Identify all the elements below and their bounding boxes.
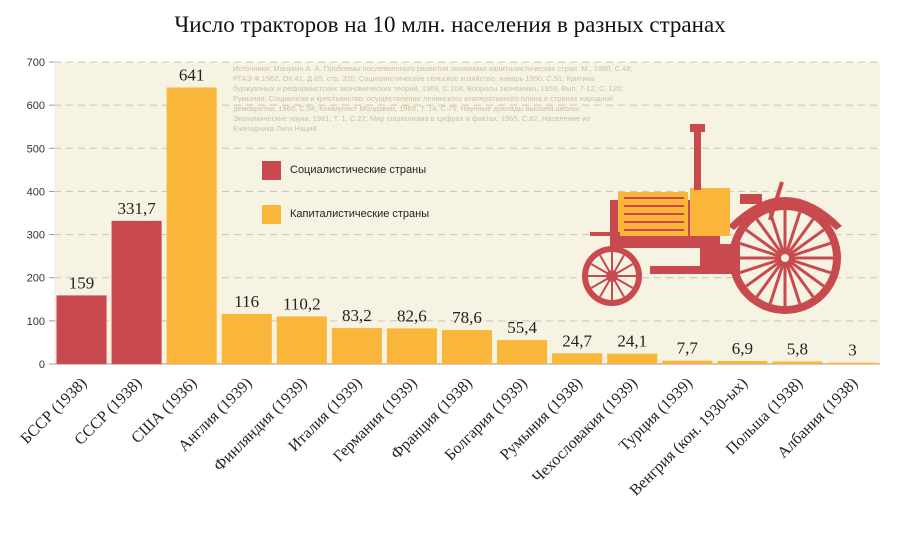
bar (497, 340, 548, 364)
bar (221, 313, 272, 364)
bar-value-label: 83,2 (342, 306, 372, 325)
tractor-illustration (582, 124, 842, 314)
bar-value-label: 641 (179, 65, 205, 84)
bar-value-label: 3 (848, 341, 857, 360)
legend-label-capitalist: Капиталистические страны (290, 208, 430, 220)
source-note: Источники: Манукин А. А. Проблемы послев… (233, 64, 633, 133)
bar-value-label: 7,7 (677, 339, 699, 358)
bar (166, 87, 217, 364)
y-tick-label: 200 (27, 273, 45, 285)
legend-label-socialist: Социалистические страны (290, 164, 427, 176)
bar (276, 316, 327, 364)
y-tick-label: 500 (27, 143, 45, 155)
bar-group: 78,6 (441, 308, 493, 364)
legend: Социалистические страны Капиталистически… (262, 160, 429, 248)
legend-item-socialist: Социалистические страны (262, 160, 429, 180)
bar-value-label: 24,7 (562, 331, 592, 350)
bar-value-label: 110,2 (283, 294, 321, 313)
y-tick-label: 100 (27, 316, 45, 328)
bar-group: 331,7 (111, 199, 162, 364)
bar (111, 220, 162, 364)
bar-group: 83,2 (331, 306, 382, 364)
y-tick-label: 0 (39, 359, 45, 371)
bar (441, 330, 493, 364)
bars: 159 331,7 641 116 110,2 83,2 82,6 78,6 55,4 24,7 2… (56, 65, 878, 365)
bar (717, 361, 768, 364)
bar-group: 55,4 (497, 318, 548, 364)
bar-group: 6,9 (717, 339, 768, 364)
bar (827, 362, 878, 365)
bar (662, 360, 713, 364)
bar-value-label: 331,7 (117, 199, 156, 218)
bar (607, 353, 658, 364)
bar-group: 7,7 (662, 339, 713, 364)
y-tick-label: 600 (27, 100, 45, 112)
bar-value-label: 5,8 (787, 339, 808, 358)
bar-value-label: 116 (234, 292, 259, 311)
bar-group: 3 (827, 341, 878, 365)
chart-title: Число тракторов на 10 млн. населения в р… (174, 12, 726, 37)
bar-value-label: 55,4 (507, 318, 537, 337)
bar (386, 328, 437, 364)
bar-group: 5,8 (772, 339, 823, 364)
bar-group: 82,6 (386, 306, 437, 364)
bar (772, 361, 823, 364)
bar (552, 353, 603, 364)
bar-group: 24,7 (552, 331, 603, 364)
bar-value-label: 82,6 (397, 306, 427, 325)
x-axis-labels: БССР (1938)СССР (1938)США (1936)Англия (… (18, 375, 862, 500)
bar-value-label: 78,6 (452, 308, 482, 327)
category-label: Финляндия (1939) (211, 375, 311, 475)
bar-group: 116 (221, 292, 272, 364)
y-tick-label: 300 (27, 230, 45, 242)
bar (56, 295, 107, 364)
bar-group: 24,1 (607, 332, 658, 364)
bar-group: 641 (166, 65, 217, 364)
category-label: Чехословакия (1939) (529, 375, 641, 487)
bar (331, 328, 382, 364)
y-tick-label: 700 (27, 57, 45, 69)
bar-group: 159 (56, 273, 107, 364)
bar-value-label: 24,1 (617, 332, 647, 351)
legend-item-capitalist: Капиталистические страны (262, 204, 429, 224)
y-tick-label: 400 (27, 186, 45, 198)
legend-swatch-socialist (262, 160, 281, 180)
bar-value-label: 6,9 (732, 339, 753, 358)
bar-group: 110,2 (276, 294, 327, 364)
bar-value-label: 159 (69, 273, 95, 292)
legend-swatch-capitalist (262, 204, 281, 224)
